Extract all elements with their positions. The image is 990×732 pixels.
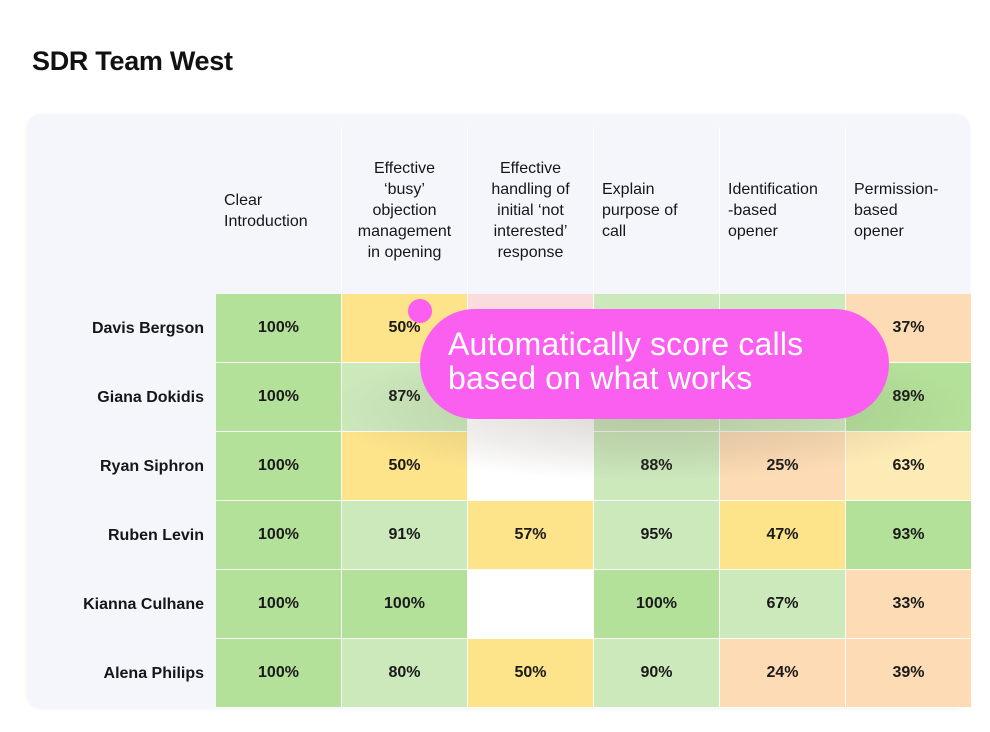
column-header-label: Permission- based opener [854,181,939,240]
column-header-label: Effective ‘busy’ objection management in… [357,160,452,261]
column-header-3: Effective handling of initial ‘not inter… [468,127,594,294]
row-label: Giana Dokidis [97,388,204,406]
column-header-label: Effective handling of initial ‘not inter… [491,160,570,261]
column-header-label: Clear Introduction [224,191,308,230]
callout-line-2: based on what works [448,360,753,396]
heatmap-cell: 100% [216,432,342,501]
callout-line-1: Automatically score calls [448,326,804,362]
heatmap-cell: 50% [468,639,594,708]
heatmap-cell: 25% [720,432,846,501]
row-label: Alena Philips [103,664,204,682]
heatmap-cell: 91% [342,501,468,570]
heatmap-cell: 90% [594,639,720,708]
column-header-6: Permission- based opener [846,127,972,294]
callout-banner: Automatically score calls based on what … [420,309,889,419]
heatmap-cell: 100% [342,570,468,639]
row-label: Davis Bergson [91,319,204,337]
column-header-2: Effective ‘busy’ objection management in… [342,127,468,294]
heatmap-cell: 67% [720,570,846,639]
column-header-1: Clear Introduction [216,127,342,294]
heatmap-cell: 33% [846,570,972,639]
row-label: Kianna Culhane [83,595,204,613]
column-header-4: Explain purpose of call [594,127,720,294]
column-header-label: Identification -based opener [728,181,818,240]
heatmap-cell: 63% [846,432,972,501]
heatmap-cell: 100% [216,570,342,639]
heatmap-cell: 100% [216,501,342,570]
heatmap-cell: 100% [594,570,720,639]
heatmap-cell: 95% [594,501,720,570]
page-title: SDR Team West [32,46,233,76]
heatmap-cell: 24% [720,639,846,708]
heatmap-cell: 100% [216,639,342,708]
heatmap-cell: 39% [846,639,972,708]
heatmap-cell: 100% [216,294,342,363]
column-header-label: Explain purpose of call [602,181,678,240]
column-header-5: Identification -based opener [720,127,846,294]
callout-dot [408,299,432,323]
heatmap-cell: 50% [342,432,468,501]
heatmap-cell: 100% [216,363,342,432]
heatmap-cell [468,432,594,501]
row-label: Ruben Levin [107,526,204,544]
row-label: Ryan Siphron [99,457,204,475]
heatmap-cell: 88% [594,432,720,501]
heatmap-cell: 57% [468,501,594,570]
heatmap-cell: 47% [720,501,846,570]
heatmap-cell: 80% [342,639,468,708]
heatmap-cell: 93% [846,501,972,570]
heatmap-cell [468,570,594,639]
